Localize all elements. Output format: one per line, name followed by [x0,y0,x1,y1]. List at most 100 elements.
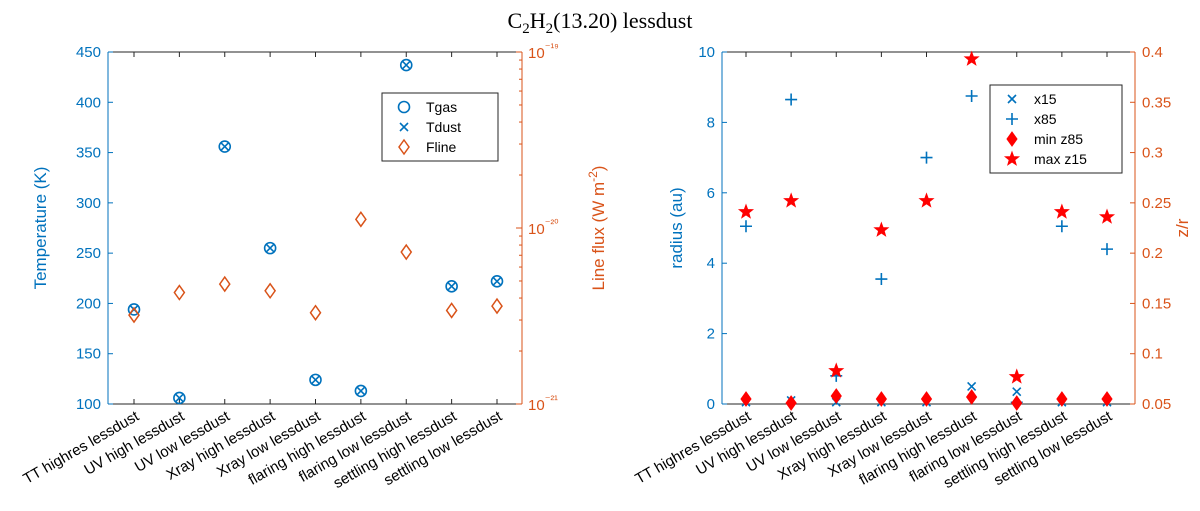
data-point-tdust [310,375,321,385]
data-point-fline [445,302,458,319]
y-axis-label-right: z/r [1173,218,1192,237]
data-point-tgas [490,275,504,288]
chart-temperature-flux: 100 150 200 250 300 350 400 450 10⁻²¹ 10⁻²⁰ 10⁻¹⁹ T… [20,42,608,492]
data-point-min-z85 [1056,391,1068,407]
data-point-tdust [447,281,457,291]
left-tick-label: 450 [76,44,101,61]
data-point-max-z15 [783,192,800,208]
legend-label: Tgas [426,99,457,115]
series-max-z15 [737,50,1116,384]
data-point-min-z85 [875,391,887,407]
data-point-min-z85 [740,391,752,407]
y-axis-label-right: Line flux (W m-2) [586,166,608,291]
right-tick-label: 0.4 [1142,44,1163,61]
left-tick-label: 250 [76,245,101,262]
left-tick-label: 350 [76,145,101,162]
right-tick-label: 0.35 [1142,94,1171,111]
data-point-fline [400,243,413,261]
data-point-x85 [920,151,933,164]
data-point-fline [491,297,503,315]
data-point-min-z85 [1011,395,1023,411]
figure-title: C2H2(13.20) lessdust [508,8,693,37]
legend-marker [1006,113,1018,125]
data-point-tdust [265,243,275,253]
data-point-x85 [875,273,888,286]
left-tick-label: 400 [76,94,101,111]
legend: Tgas Tdust Fline [381,92,499,162]
data-point-tgas [354,384,368,398]
data-point-tgas [127,303,141,316]
data-point-fline [218,275,231,293]
right-tick-label: 10⁻²⁰ [528,218,559,238]
left-tick-label: 300 [76,195,101,212]
data-point-tgas [173,391,186,405]
data-point-tdust [220,141,230,152]
data-point-min-z85 [920,391,933,407]
series-min-z85 [740,388,1113,411]
data-point-min-z85 [785,395,797,411]
left-tick-label: 10 [698,44,715,61]
left-tick-label: 6 [707,185,715,202]
data-point-x85 [965,90,978,102]
legend-marker [398,138,410,156]
legend-label: Tdust [426,119,461,135]
right-tick-label: 0.3 [1142,145,1163,162]
legend-label: max z15 [1034,151,1087,167]
data-point-max-z15 [963,50,980,66]
data-point-tgas [309,373,322,387]
legend-marker [399,122,409,132]
right-tick-label: 10⁻¹⁹ [528,42,559,62]
legend: x15 x85 min z85 max z15 [989,84,1123,174]
data-point-x85 [740,220,752,233]
data-point-fline [264,282,277,300]
data-point-tdust [492,276,502,286]
legend-label: min z85 [1034,131,1083,147]
y-axis-label-left: Temperature (K) [31,167,50,290]
data-point-tgas [399,58,413,72]
legend-marker [1006,131,1018,147]
series-tgas [127,58,504,405]
data-point-tdust [356,386,366,396]
left-tick-label: 0 [707,396,715,413]
data-point-max-z15 [1098,208,1116,224]
right-tick-label: 10⁻²¹ [528,394,558,414]
left-tick-label: 2 [707,326,715,343]
data-point-x15 [967,381,977,391]
right-tick-label: 0.05 [1142,396,1171,413]
legend-marker [1007,94,1017,104]
data-point-tgas [445,280,458,293]
data-point-max-z15 [1053,203,1070,219]
data-point-min-z85 [966,389,978,405]
left-tick-label: 200 [76,295,101,312]
right-tick-label: 0.25 [1142,195,1171,212]
data-point-tgas [218,140,232,153]
legend-marker [1003,150,1021,166]
left-tick-label: 100 [76,396,101,413]
right-tick-label: 0.2 [1142,245,1163,262]
data-point-tdust [401,60,411,70]
left-tick-label: 150 [76,346,101,363]
right-tick-label: 0.1 [1142,346,1163,363]
data-point-fline [128,306,140,324]
data-point-x85 [1101,243,1113,256]
series-x85 [740,90,1113,409]
data-point-tdust [174,393,184,403]
legend-marker [397,100,411,114]
data-point-x15 [1012,387,1022,397]
series-fline [128,211,503,324]
left-tick-label: 8 [707,114,715,131]
right-tick-label: 0.15 [1142,295,1171,312]
data-point-max-z15 [918,192,935,208]
y-axis-label-left: radius (au) [667,187,686,268]
data-point-fline [173,284,186,301]
legend-label: Fline [426,139,457,155]
data-point-max-z15 [1008,368,1025,384]
legend-label: x85 [1034,111,1057,127]
data-point-fline [309,304,322,322]
data-point-tgas [263,241,277,255]
data-point-fline [354,211,367,228]
data-point-max-z15 [828,362,845,378]
data-point-max-z15 [737,203,755,219]
